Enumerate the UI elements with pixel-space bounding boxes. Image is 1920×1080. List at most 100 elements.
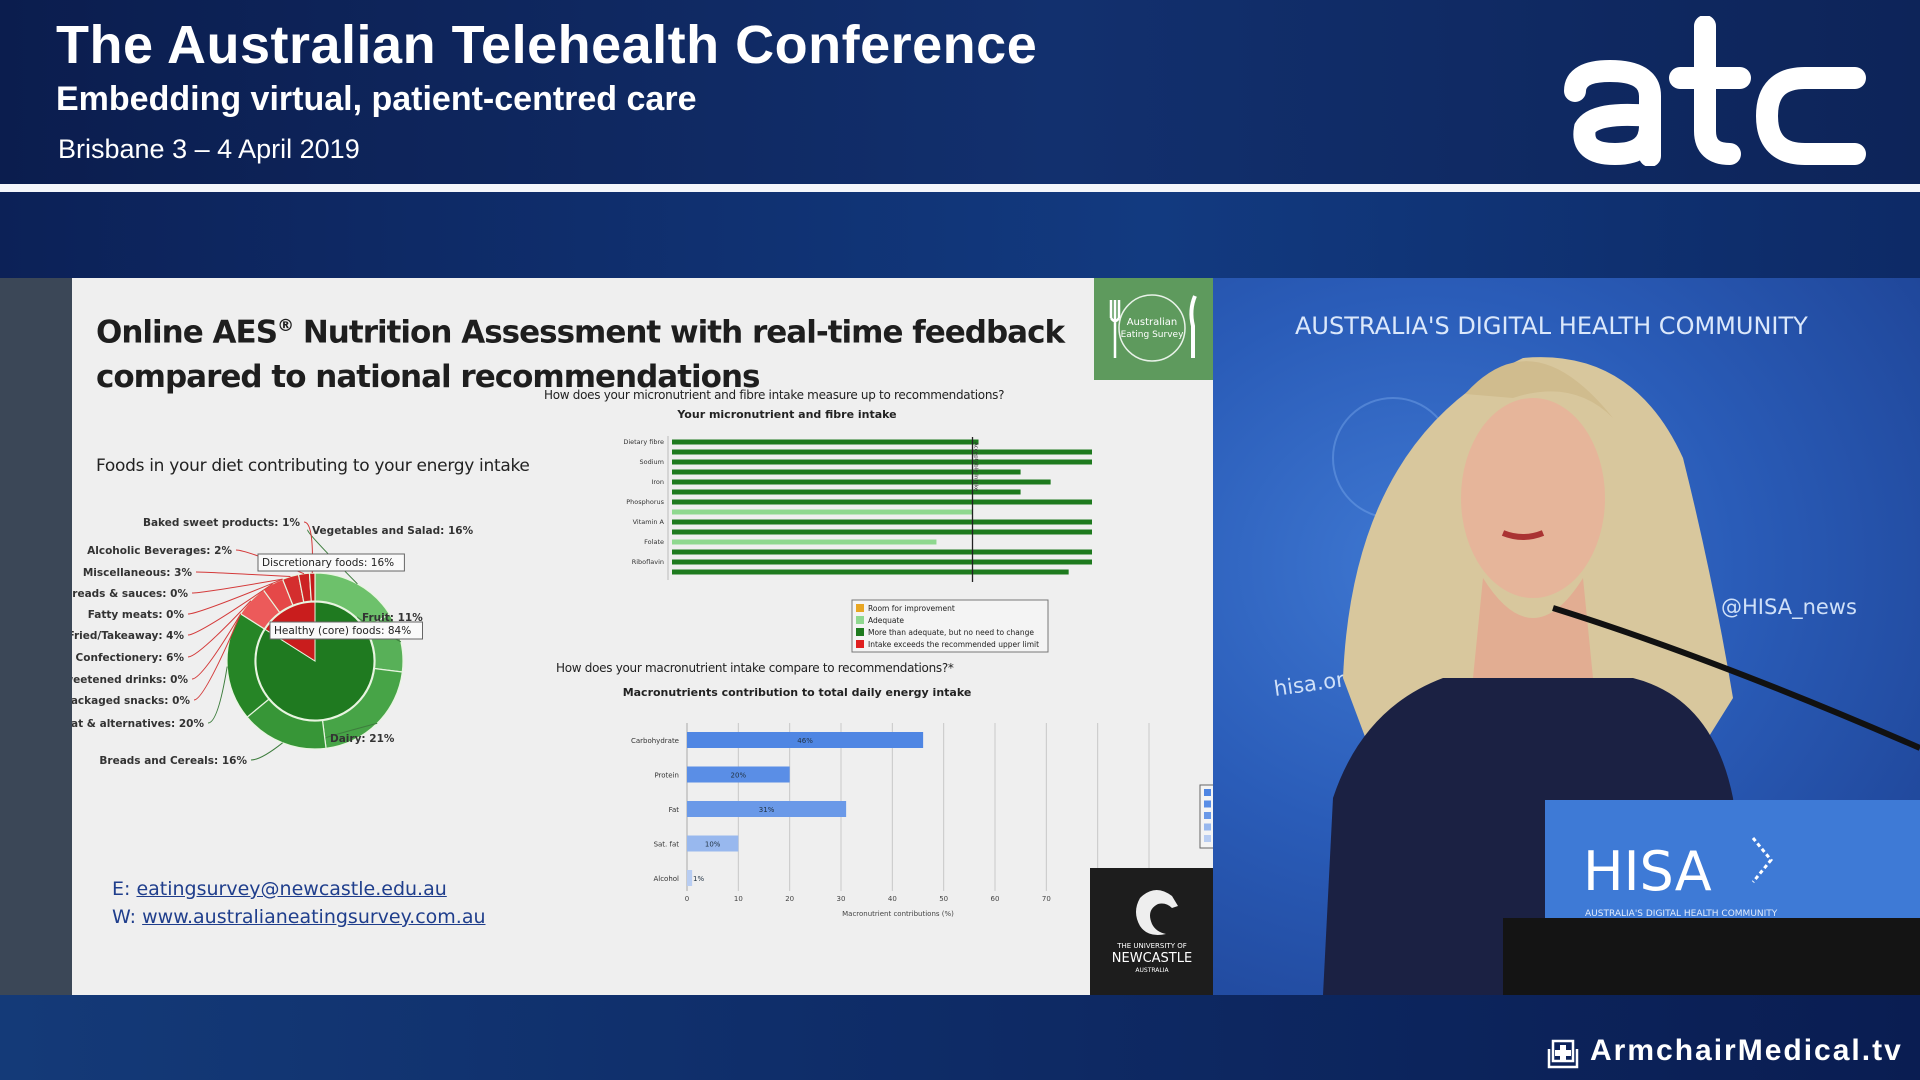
micro-category-label: Sodium: [640, 458, 665, 466]
donut-label: Dairy: 21%: [330, 733, 395, 745]
background-band: [0, 192, 1920, 278]
svg-text:AUSTRALIA: AUSTRALIA: [1135, 967, 1169, 974]
donut-leader-line: [325, 722, 378, 739]
legend-swatch: [1204, 800, 1211, 808]
micro-bar: [672, 499, 1092, 505]
donut-label: Spreads & sauces: 0%: [72, 588, 188, 600]
micro-bar: [672, 459, 1092, 465]
macro-category-label: Carbohydrate: [631, 737, 679, 745]
x-tick-label: 10: [734, 895, 743, 903]
slide-title: Online AES® Nutrition Assessment with re…: [96, 314, 1065, 396]
micronutrient-chart: Your micronutrient and fibre intake Dieta…: [623, 408, 1092, 653]
micro-bar: [672, 519, 1092, 525]
x-tick-label: 40: [888, 895, 897, 903]
macro-data-label: 31%: [759, 806, 775, 814]
atc-logo: [1564, 16, 1866, 166]
micro-category-label: Iron: [651, 478, 664, 486]
donut-leader-line: [187, 578, 283, 615]
micro-bar: [672, 559, 1092, 565]
legend-label: More than adequate, but no need to chang…: [868, 628, 1034, 637]
donut-label: Fatty meats: 0%: [88, 609, 185, 621]
website-link[interactable]: www.australianeatingsurvey.com.au: [142, 906, 486, 928]
macro-category-label: Alcohol: [653, 875, 679, 883]
conference-title: The Australian Telehealth Conference: [56, 15, 1038, 75]
speaker-video: AUSTRALIA'S DIGITAL HEALTH COMMUNITY @HI…: [1213, 278, 1920, 995]
donut-center-label: Healthy (core) foods: 84%: [274, 625, 411, 637]
donut-label: Fried/Takeaway: 4%: [72, 630, 184, 642]
svg-text:AUSTRALIA'S DIGITAL HEALTH COM: AUSTRALIA'S DIGITAL HEALTH COMMUNITY: [1585, 909, 1778, 919]
legend-label: Adequate: [868, 616, 904, 625]
presentation-slide: Online AES® Nutrition Assessment with re…: [72, 278, 1213, 995]
micro-bar: [672, 569, 1069, 575]
macro-data-label: 1%: [693, 875, 704, 883]
chart-title: Your micronutrient and fibre intake: [676, 408, 896, 421]
donut-center-label: Discretionary foods: 16%: [262, 557, 394, 569]
university-of-newcastle-logo: THE UNIVERSITY OF NEWCASTLE AUSTRALIA: [1090, 868, 1213, 995]
legend-swatch: [856, 640, 864, 648]
svg-text:Australian: Australian: [1127, 317, 1178, 328]
micro-category-label: Phosphorus: [626, 498, 664, 506]
donut-center-label-box: [269, 621, 423, 640]
email-link[interactable]: eatingsurvey@newcastle.edu.au: [136, 878, 447, 900]
macro-legend: CarbohydrateProteinFatSat. fatAlcohol: [1199, 784, 1213, 849]
contact-web: W: www.australianeatingsurvey.com.au: [112, 906, 486, 928]
macro-data-label: 46%: [797, 737, 813, 745]
podium: HISA AUSTRALIA'S DIGITAL HEALTH COMMUNIT…: [1503, 800, 1920, 995]
macro-bar: [687, 835, 739, 852]
x-tick-label: 0: [685, 895, 689, 903]
macro-bar: [687, 732, 924, 748]
micro-bar: [672, 529, 1092, 535]
micro-bar: [672, 509, 973, 515]
x-tick-label: 50: [939, 895, 948, 903]
armchair-medical-icon: [1547, 1039, 1579, 1069]
legend-swatch: [856, 616, 864, 624]
macro-bar: [687, 766, 790, 783]
macro-question: How does your macronutrient intake compa…: [556, 661, 954, 675]
donut-label: Packaged snacks: 0%: [72, 695, 190, 707]
twitter-handle: @HISA_news: [1721, 595, 1857, 620]
micro-bar: [672, 539, 937, 545]
micro-bar: [672, 449, 1092, 455]
svg-text:Eating Survey: Eating Survey: [1121, 330, 1184, 340]
macronutrient-chart: Macronutrients contribution to total dai…: [623, 686, 1213, 918]
x-tick-label: 70: [1042, 895, 1051, 903]
svg-text:NEWCASTLE: NEWCASTLE: [1112, 951, 1192, 966]
header-divider: [0, 184, 1920, 192]
macro-category-label: Fat: [669, 806, 680, 814]
donut-outer-slice: [308, 572, 316, 602]
donut-label: Confectionery: 6%: [76, 652, 185, 664]
micro-bar: [672, 549, 1092, 555]
macro-category-label: Sat. fat: [654, 841, 680, 849]
legend-swatch: [1204, 789, 1211, 796]
conference-date: Brisbane 3 – 4 April 2019: [58, 134, 360, 164]
donut-center-label-box: [257, 553, 405, 572]
micro-bar: [672, 489, 1021, 495]
chart-title: Macronutrients contribution to total dai…: [623, 686, 972, 699]
energy-intake-donut-chart: Vegetables and Salad: 16% Fruit: 11% Dairy…: [72, 517, 474, 767]
micro-legend: Room for improvement Adequate More than ad…: [851, 599, 1049, 653]
conference-subtitle: Embedding virtual, patient-centred care: [56, 80, 697, 118]
legend-swatch: [856, 604, 864, 612]
svg-text:HISA: HISA: [1583, 840, 1712, 903]
donut-label: Breads and Cereals: 16%: [99, 755, 247, 767]
micro-question: How does your micronutrient and fibre in…: [544, 388, 1005, 402]
micro-category-label: Vitamin A: [633, 518, 665, 526]
svg-text:THE UNIVERSITY OF: THE UNIVERSITY OF: [1116, 942, 1187, 950]
footer-brand: ArmchairMedical.tv: [1590, 1034, 1903, 1067]
legend-swatch: [856, 628, 864, 636]
donut-leader-line: [187, 583, 273, 636]
contact-email: E: eatingsurvey@newcastle.edu.au: [112, 878, 447, 900]
donut-leader-line: [307, 529, 358, 585]
banner-text: AUSTRALIA'S DIGITAL HEALTH COMMUNITY: [1295, 312, 1808, 340]
donut-label: Baked sweet products: 1%: [143, 517, 301, 529]
macro-category-label: Protein: [654, 772, 679, 780]
donut-label: Fruit: 11%: [362, 612, 423, 624]
donut-label: Vegetables and Salad: 16%: [312, 525, 474, 537]
macro-bar: [687, 870, 693, 886]
micro-category-label: Folate: [644, 538, 664, 546]
reference-line-label: Acceptable Intake: [973, 442, 979, 492]
macro-data-label: 10%: [705, 841, 721, 849]
footer-band: [0, 995, 1920, 1080]
donut-label: Alcoholic Beverages: 2%: [87, 545, 232, 557]
x-tick-label: 20: [785, 895, 794, 903]
